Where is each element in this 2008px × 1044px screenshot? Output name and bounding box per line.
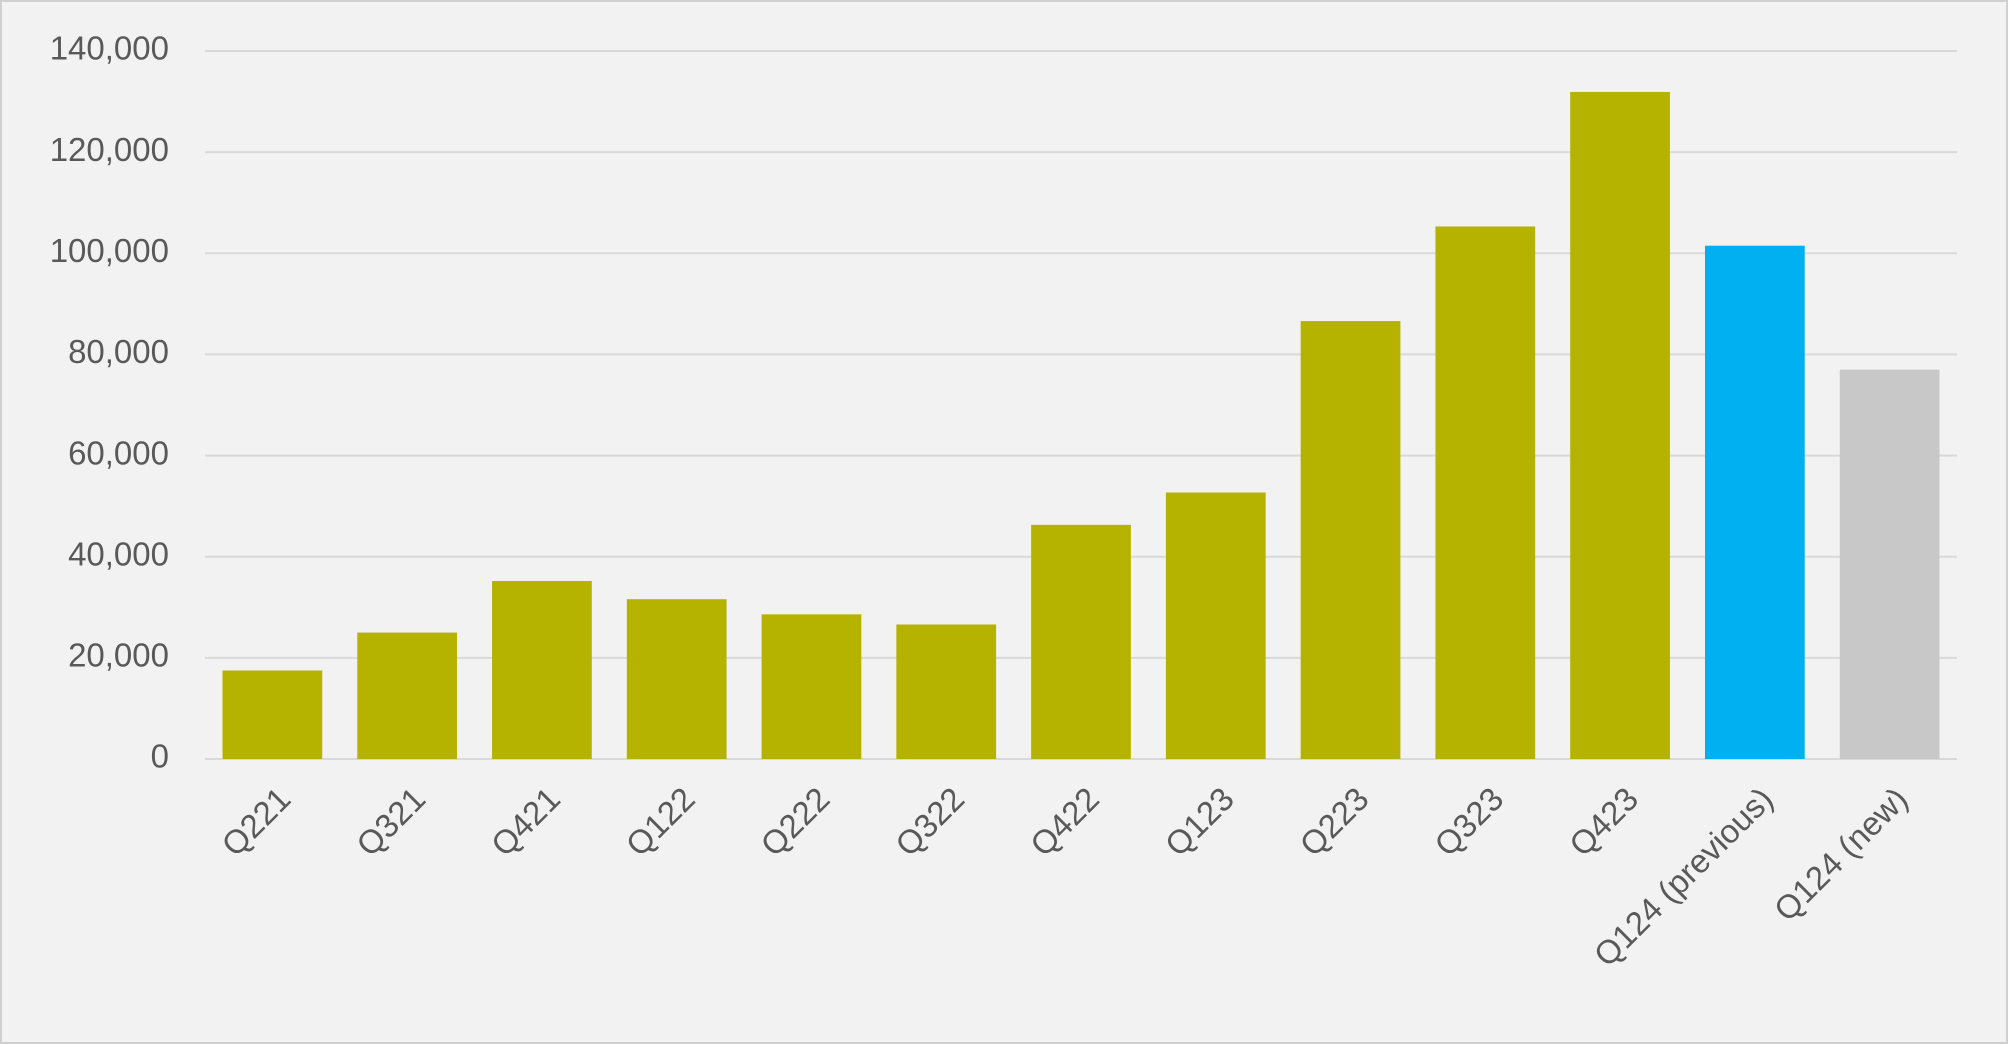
- bar: [1570, 91, 1670, 759]
- bar: [1031, 524, 1131, 759]
- bar: [1704, 245, 1805, 759]
- y-tick-label: 40,000: [68, 535, 169, 572]
- bar: [1839, 369, 1940, 759]
- bar: [761, 614, 862, 759]
- bar: [1435, 226, 1536, 760]
- y-tick-label: 20,000: [68, 637, 169, 674]
- y-tick-label: 140,000: [50, 30, 169, 67]
- bar: [896, 624, 997, 759]
- bar: [492, 580, 592, 759]
- bar: [357, 632, 458, 759]
- bar: [1300, 321, 1401, 759]
- y-tick-label: 100,000: [50, 232, 169, 269]
- bar: [222, 670, 323, 759]
- bar: [626, 599, 727, 759]
- bar: [1165, 492, 1266, 759]
- y-tick-label: 60,000: [68, 434, 169, 471]
- y-tick-label: 80,000: [68, 333, 169, 370]
- y-tick-label: 0: [151, 738, 169, 775]
- y-tick-label: 120,000: [50, 131, 169, 168]
